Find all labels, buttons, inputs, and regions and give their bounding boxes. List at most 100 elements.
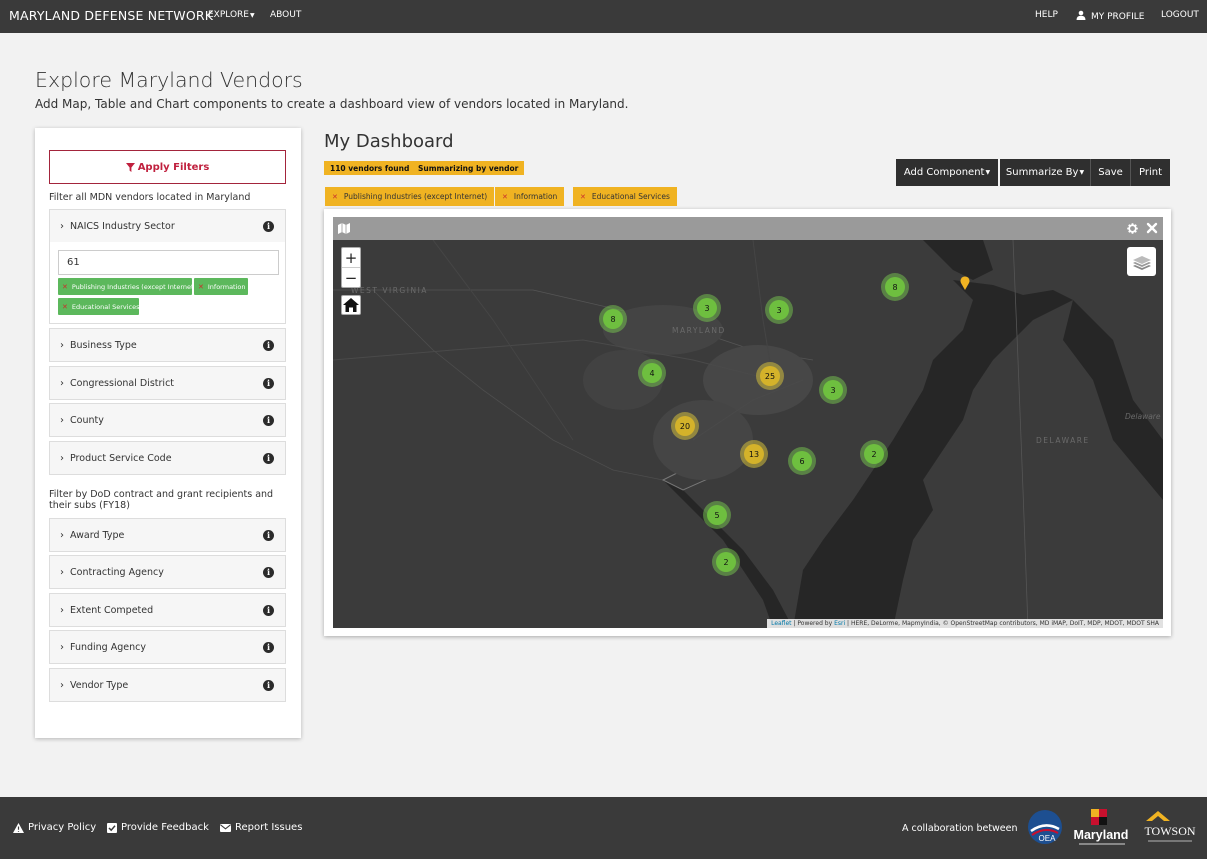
vendor-cluster-marker[interactable]: 8 [599,305,627,333]
oea-logo[interactable]: OEA [1027,809,1063,849]
leaflet-link[interactable]: Leaflet [771,620,792,627]
accordion-vendor-type[interactable]: › Vendor Type i [49,668,286,702]
close-icon[interactable]: ✕ [332,192,338,201]
chevron-right-icon: › [60,339,64,351]
accordion-funding-agency[interactable]: › Funding Agency i [49,630,286,664]
zoom-out-button[interactable]: − [344,269,358,287]
accordion-label: NAICS Industry Sector [70,220,175,232]
accordion-extent-competed[interactable]: › Extent Competed i [49,593,286,627]
accordion-label: Product Service Code [70,452,172,464]
naics-chip[interactable]: ✕ Publishing Industries (except Internet) [58,278,196,295]
apply-filters-button[interactable]: Apply Filters [49,150,286,184]
info-icon[interactable]: i [263,529,274,541]
nav-logout[interactable]: LOGOUT [1161,10,1199,20]
accordion-product-service-code[interactable]: › Product Service Code i [49,441,286,475]
filter-note-all: Filter all MDN vendors located in Maryla… [49,192,251,203]
info-icon[interactable]: i [263,452,274,464]
close-icon[interactable] [1146,222,1158,234]
vendor-cluster-marker[interactable]: 3 [765,296,793,324]
filter-note-dod: Filter by DoD contract and grant recipie… [49,489,274,511]
home-extent-button[interactable] [341,295,361,315]
vendor-cluster-marker[interactable]: 3 [693,294,721,322]
brand-title[interactable]: MARYLAND DEFENSE NETWORK [9,8,214,23]
nav-explore[interactable]: EXPLORE▼ [208,10,255,20]
active-filter-chip[interactable]: ✕ Information [495,187,565,206]
close-icon[interactable]: ✕ [62,282,68,291]
info-icon[interactable]: i [263,377,274,389]
active-filter-chip[interactable]: ✕ Educational Services [573,187,677,206]
info-icon[interactable]: i [263,220,274,232]
nav-help[interactable]: HELP [1035,10,1058,20]
basemap [333,240,1163,628]
cluster-count: 8 [603,309,623,329]
accordion-business-type[interactable]: › Business Type i [49,328,286,362]
towson-logo[interactable]: TOWSON [1140,809,1200,851]
layers-icon [1132,255,1151,270]
info-icon[interactable]: i [263,679,274,691]
page-subtitle: Add Map, Table and Chart components to c… [35,97,629,111]
report-issues-link[interactable]: Report Issues [220,822,302,833]
zoom-in-button[interactable]: + [342,248,360,268]
naics-search-input[interactable] [58,250,279,275]
vendor-cluster-marker[interactable]: 25 [756,362,784,390]
accordion-award-type[interactable]: › Award Type i [49,518,286,552]
map-canvas[interactable]: WEST VIRGINIA MARYLAND DELAWARE Delaware… [333,240,1163,628]
vendor-cluster-marker[interactable]: 3 [819,376,847,404]
map-component: WEST VIRGINIA MARYLAND DELAWARE Delaware… [324,209,1171,636]
caret-down-icon: ▼ [985,169,991,176]
chip-label: Information [513,192,558,201]
provide-feedback-link[interactable]: Provide Feedback [107,822,209,833]
close-icon[interactable]: ✕ [62,302,68,311]
accordion-naics[interactable]: › NAICS Industry Sector i [49,209,286,243]
gear-icon[interactable] [1126,222,1139,235]
vendor-cluster-marker[interactable]: 20 [671,412,699,440]
nav-my-profile[interactable]: MY PROFILE [1076,10,1144,22]
close-icon[interactable]: ✕ [502,192,508,201]
cluster-count: 5 [707,505,727,525]
svg-text:Maryland: Maryland [1074,828,1129,842]
chip-label: Publishing Industries (except Internet) [71,282,197,291]
active-filter-chip[interactable]: ✕ Publishing Industries (except Internet) [325,187,495,206]
location-pin-icon[interactable] [960,276,970,290]
naics-chip[interactable]: ✕ Information [194,278,248,295]
accordion-county[interactable]: › County i [49,403,286,437]
cluster-count: 3 [769,300,789,320]
print-button[interactable]: Print [1130,159,1170,186]
nav-my-profile-label: MY PROFILE [1091,12,1145,22]
layers-button[interactable] [1127,247,1156,276]
cluster-count: 4 [642,363,662,383]
add-component-button[interactable]: Add Component ▼ [896,159,998,186]
info-icon[interactable]: i [263,414,274,426]
vendor-cluster-marker[interactable]: 6 [788,447,816,475]
nav-explore-label: EXPLORE [208,10,249,20]
cluster-count: 20 [675,416,695,436]
close-icon[interactable]: ✕ [198,282,204,291]
vendor-cluster-marker[interactable]: 5 [703,501,731,529]
maryland-logo[interactable]: Maryland [1073,807,1131,853]
save-button[interactable]: Save [1090,159,1130,186]
vendor-cluster-marker[interactable]: 13 [740,440,768,468]
accordion-congressional-district[interactable]: › Congressional District i [49,366,286,400]
info-icon[interactable]: i [263,339,274,351]
privacy-policy-link[interactable]: Privacy Policy [13,822,96,833]
close-icon[interactable]: ✕ [580,192,586,201]
summarize-by-label: Summarize By [1005,167,1079,178]
provide-feedback-label: Provide Feedback [121,822,209,833]
attribution-text: HERE, DeLorme, MapmyIndia, © OpenStreetM… [850,620,1159,627]
info-icon[interactable]: i [263,604,274,616]
esri-link[interactable]: Esri [834,620,846,627]
vendor-cluster-marker[interactable]: 4 [638,359,666,387]
accordion-contracting-agency[interactable]: › Contracting Agency i [49,555,286,589]
info-icon[interactable]: i [263,641,274,653]
chevron-right-icon: › [60,529,64,541]
filter-icon [125,162,135,172]
vendor-cluster-marker[interactable]: 2 [860,440,888,468]
naics-chip[interactable]: ✕ Educational Services [58,298,140,315]
vendor-cluster-marker[interactable]: 2 [712,548,740,576]
summarize-by-button[interactable]: Summarize By ▼ [1000,159,1090,186]
map-component-header [333,217,1163,240]
vendor-cluster-marker[interactable]: 8 [881,273,909,301]
nav-about[interactable]: ABOUT [270,10,302,20]
info-icon[interactable]: i [263,566,274,578]
chip-label: Information [207,282,246,291]
